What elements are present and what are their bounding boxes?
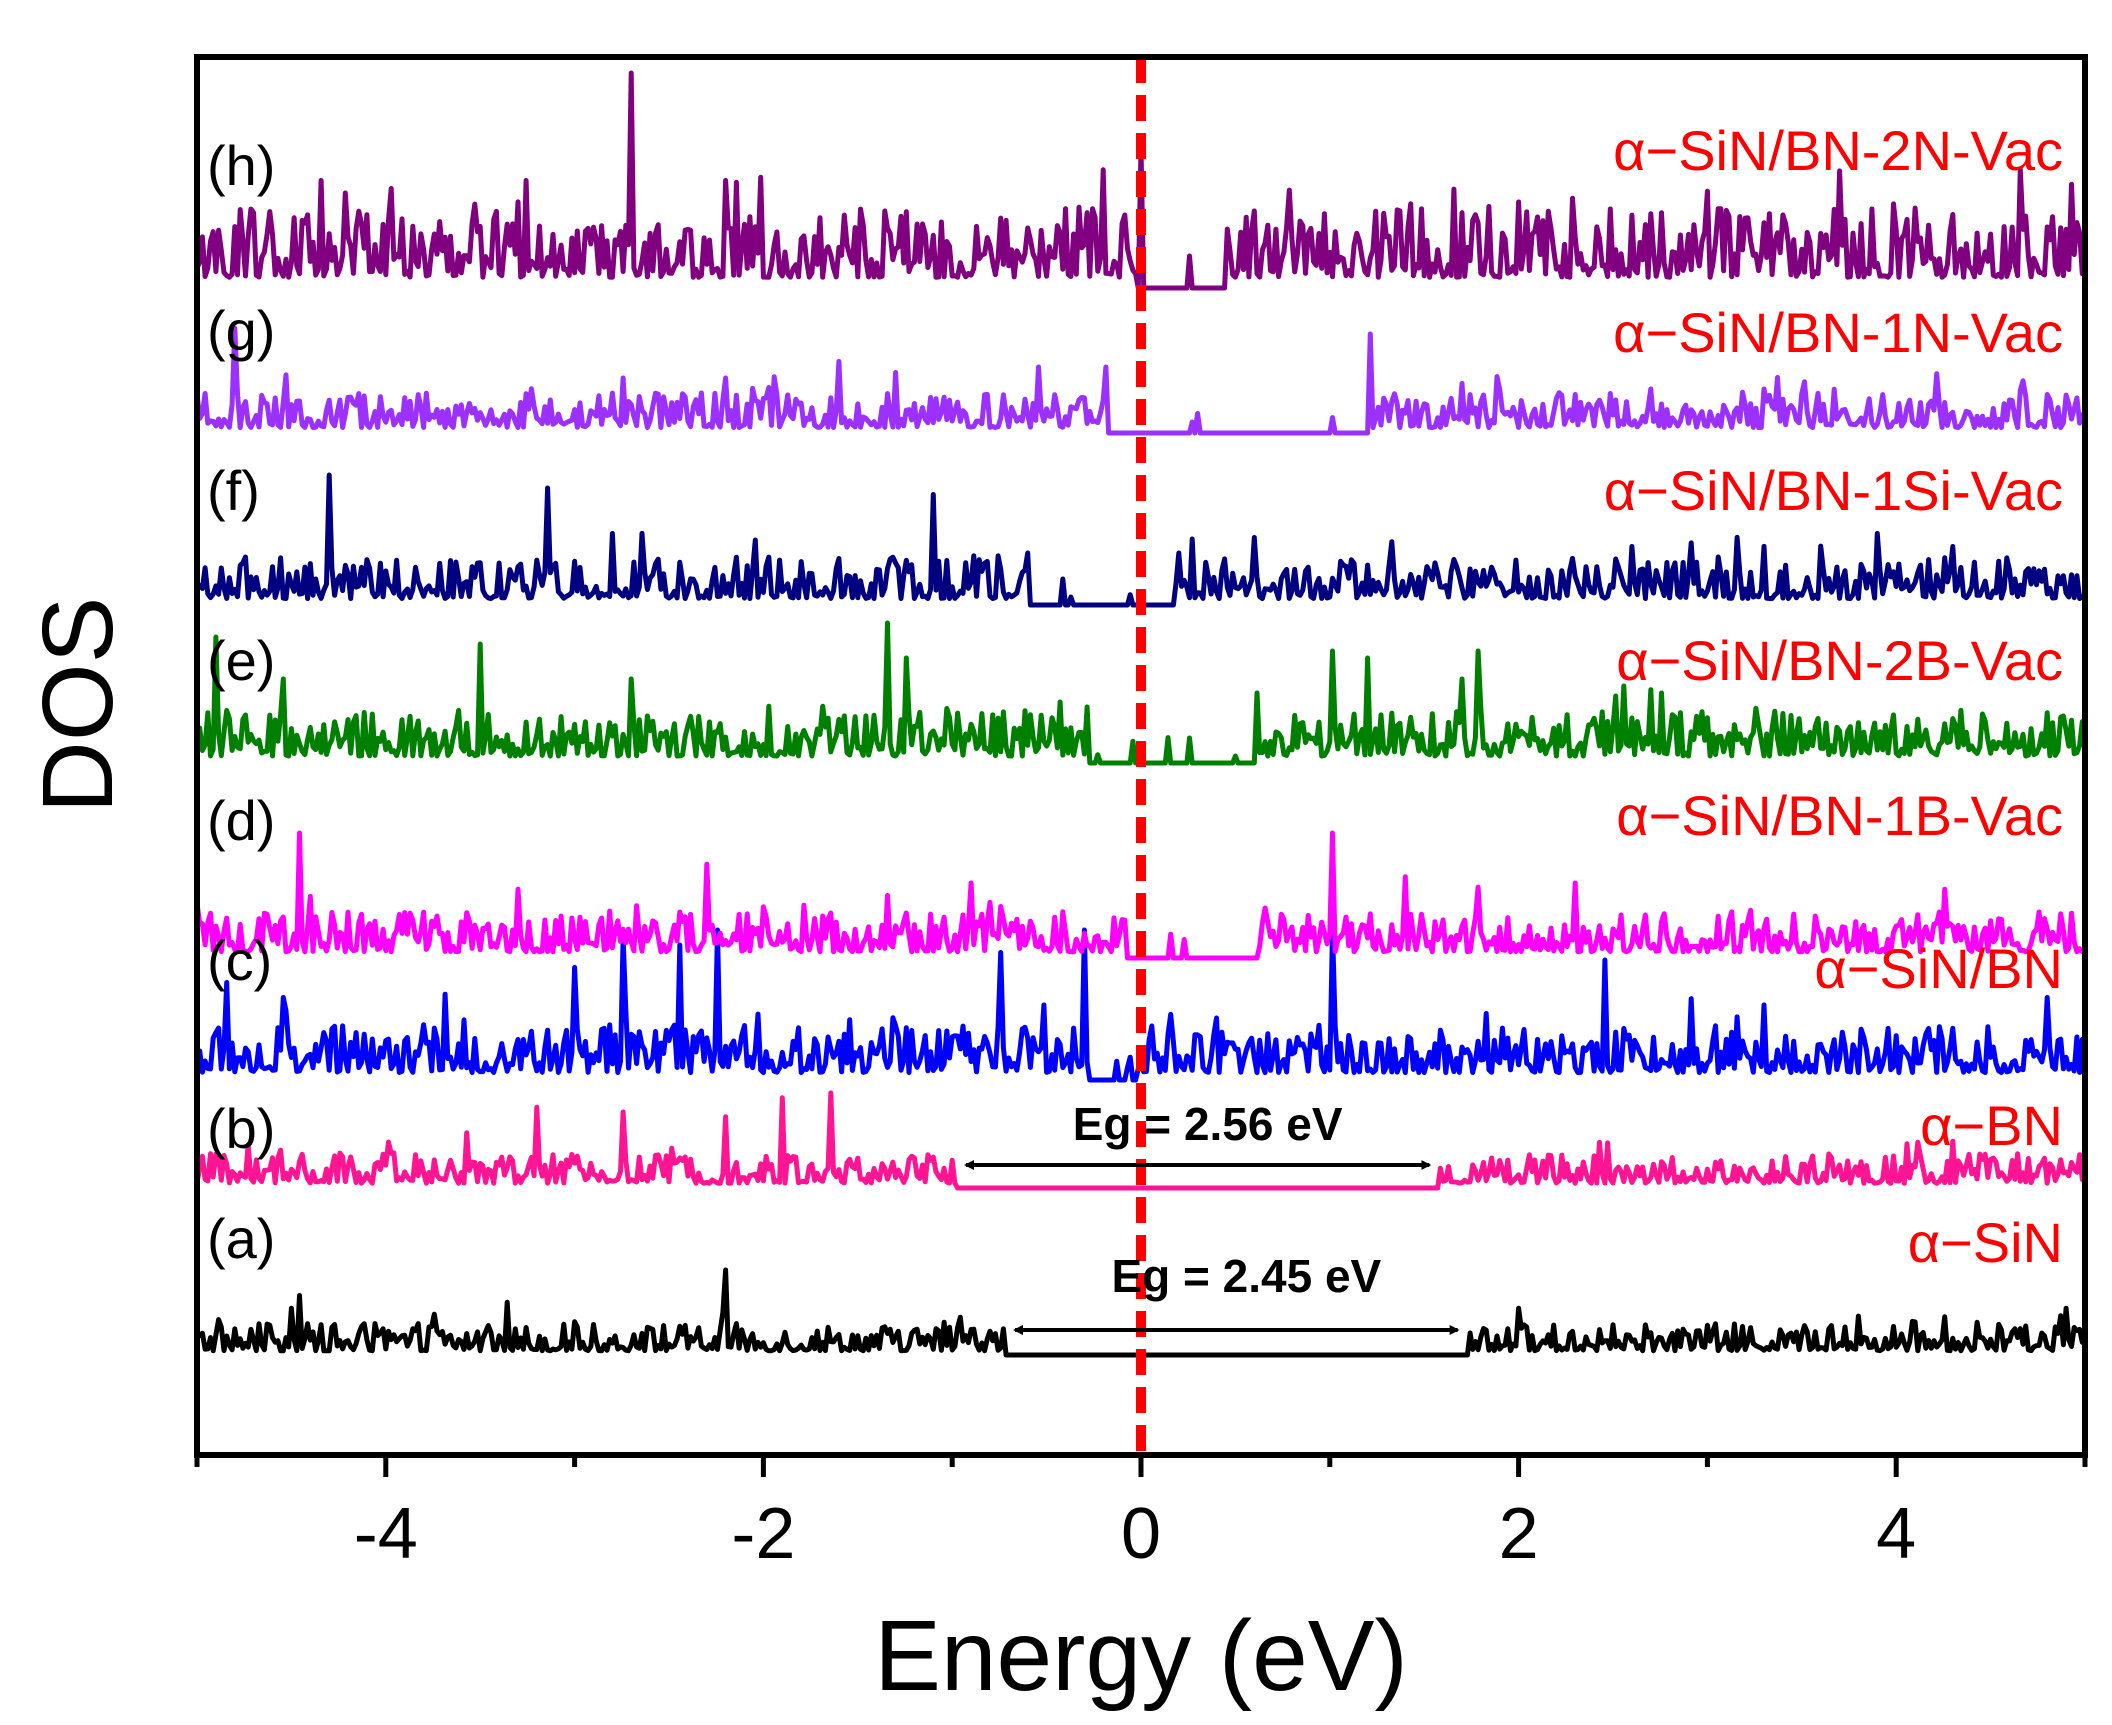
- panel-label-6: (g): [207, 299, 275, 362]
- gap-label-0: Eg = 2.56 eV: [1073, 1098, 1343, 1150]
- y-axis-title: DOS: [22, 597, 134, 814]
- series-name-2: α−SiN/BN: [1814, 937, 2063, 1000]
- series-labels: (a) α−SiN (b) α−BN (c) α−SiN/BN (d) α−SiN/BN-1B…: [207, 119, 2063, 1274]
- panel-label-0: (a): [207, 1207, 275, 1270]
- series-name-7: α−SiN/BN-2N-Vac: [1613, 119, 2063, 182]
- series-name-6: α−SiN/BN-1N-Vac: [1613, 301, 2063, 364]
- series-name-5: α−SiN/BN-1Si-Vac: [1604, 459, 2063, 522]
- panel-label-2: (c): [207, 929, 272, 992]
- x-tick-label: 2: [1499, 1494, 1539, 1574]
- x-tick-label: 4: [1876, 1494, 1916, 1574]
- series-name-3: α−SiN/BN-1B-Vac: [1616, 784, 2063, 847]
- series-name-1: α−BN: [1920, 1094, 2063, 1157]
- x-axis: -4 -2 0 2 4: [194, 1455, 2088, 1574]
- series-name-4: α−SiN/BN-2B-Vac: [1616, 629, 2063, 692]
- panel-label-7: (h): [207, 134, 275, 197]
- gap-annotations: Eg = 2.56 eV Eg = 2.45 eV: [963, 1098, 1460, 1335]
- x-tick-label: 0: [1121, 1494, 1161, 1574]
- x-axis-title: Energy (eV): [874, 1600, 1408, 1712]
- panel-label-4: (e): [207, 629, 275, 692]
- x-tick-label: -2: [731, 1494, 795, 1574]
- panel-label-1: (b): [207, 1097, 275, 1160]
- panel-label-5: (f): [207, 459, 260, 522]
- series-name-0: α−SiN: [1908, 1211, 2063, 1274]
- dos-curve-3: [194, 830, 2086, 961]
- dos-curve-6: [194, 326, 2088, 436]
- dos-curve-1: [194, 1090, 2088, 1191]
- panel-label-3: (d): [207, 789, 275, 852]
- x-tick-label: -4: [354, 1494, 418, 1574]
- gap-label-1: Eg = 2.45 eV: [1111, 1250, 1381, 1302]
